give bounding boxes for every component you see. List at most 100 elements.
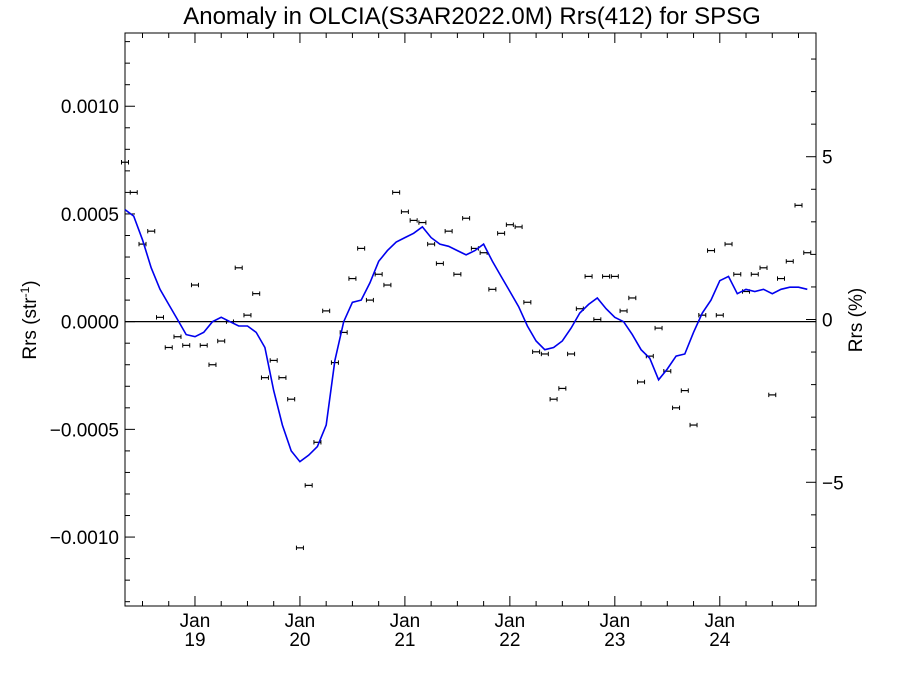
data-point — [121, 160, 129, 165]
data-point — [768, 392, 777, 398]
data-point — [707, 248, 716, 253]
y-axis-label-left-close: ) — [20, 280, 41, 286]
series-line — [124, 208, 808, 463]
y-axis-label-left: Rrs (str-1) — [18, 280, 41, 359]
x-tick-year: 23 — [604, 630, 625, 651]
data-point — [610, 274, 619, 279]
x-tick-year: 21 — [394, 630, 415, 651]
data-point — [698, 312, 707, 318]
data-point — [505, 222, 514, 227]
data-point — [777, 276, 786, 281]
data-point — [138, 241, 147, 247]
right-tick-label: 5 — [822, 148, 833, 169]
data-point — [514, 224, 523, 230]
data-point — [278, 375, 287, 380]
left-axis-ticks: 0.0010 0.0005 0.0000 −0.0005 −0.0010 — [50, 41, 135, 603]
data-point — [654, 325, 663, 331]
x-tick-year: 24 — [709, 630, 731, 651]
data-point — [497, 231, 506, 236]
data-point — [287, 397, 296, 402]
data-point — [689, 422, 698, 428]
data-point — [759, 265, 768, 271]
data-point — [785, 259, 794, 264]
data-point — [208, 362, 217, 367]
left-tick-label: 0.0000 — [61, 313, 119, 334]
data-point — [584, 274, 593, 279]
chart-title: Anomaly in OLCIA(S3AR2022.0M) Rrs(412) f… — [183, 3, 761, 30]
data-point — [383, 282, 392, 288]
data-point — [427, 241, 436, 247]
data-point — [724, 241, 733, 247]
data-point — [199, 343, 208, 348]
data-point — [435, 261, 444, 266]
data-point — [129, 190, 138, 195]
left-tick-label: 0.0010 — [61, 97, 119, 118]
data-point — [619, 308, 628, 314]
x-tick-year: 19 — [184, 630, 205, 651]
data-point — [488, 287, 497, 292]
data-point — [234, 265, 243, 271]
data-point — [558, 386, 567, 391]
data-point — [304, 483, 313, 488]
data-point — [243, 312, 252, 318]
data-point — [322, 308, 331, 314]
data-point — [794, 203, 803, 208]
data-point — [365, 297, 374, 303]
plot-frame — [124, 32, 817, 607]
data-point — [733, 272, 742, 277]
data-point — [260, 375, 269, 380]
data-point — [462, 216, 471, 221]
x-tick-month: Jan — [390, 611, 421, 632]
data-point — [602, 274, 611, 279]
data-point — [479, 250, 488, 255]
x-tick-month: Jan — [180, 611, 211, 632]
y-axis-label-right: Rrs (%) — [846, 288, 867, 352]
data-point — [357, 246, 366, 251]
data-point — [269, 358, 278, 363]
right-tick-label: −5 — [822, 473, 844, 494]
data-point — [672, 405, 681, 411]
right-tick-label: 0 — [822, 311, 833, 332]
x-tick-month: Jan — [495, 611, 526, 632]
left-tick-label: 0.0005 — [61, 205, 119, 226]
data-point — [409, 218, 418, 223]
data-point — [173, 334, 182, 339]
data-point — [164, 345, 173, 350]
data-point — [567, 351, 576, 357]
data-point — [540, 351, 549, 357]
data-point — [374, 272, 383, 277]
data-point — [803, 250, 812, 255]
data-point — [182, 343, 191, 348]
data-point — [593, 317, 602, 322]
error-bar-points — [121, 160, 812, 551]
data-point — [418, 220, 427, 225]
data-point — [444, 228, 453, 234]
left-tick-label: −0.0010 — [50, 528, 119, 549]
data-point — [217, 338, 226, 344]
x-tick-year: 22 — [499, 630, 520, 651]
left-tick-label: −0.0005 — [50, 420, 119, 441]
data-point — [147, 228, 156, 234]
data-point — [400, 209, 409, 214]
right-axis-ticks: 5 0 −5 — [806, 58, 844, 581]
data-point — [392, 190, 401, 195]
data-point — [549, 397, 558, 402]
x-tick-month: Jan — [704, 611, 735, 632]
data-point — [637, 379, 646, 385]
data-point — [155, 315, 164, 320]
data-point — [628, 295, 637, 301]
data-point — [190, 282, 199, 288]
data-point — [348, 276, 357, 281]
data-point — [715, 312, 724, 318]
data-point — [252, 291, 261, 296]
data-point — [532, 349, 541, 355]
data-point — [680, 388, 689, 393]
data-point — [523, 300, 532, 305]
x-tick-year: 20 — [289, 630, 310, 651]
x-tick-month: Jan — [600, 611, 631, 632]
data-point — [750, 272, 759, 277]
x-tick-month: Jan — [285, 611, 316, 632]
data-point — [453, 272, 462, 277]
